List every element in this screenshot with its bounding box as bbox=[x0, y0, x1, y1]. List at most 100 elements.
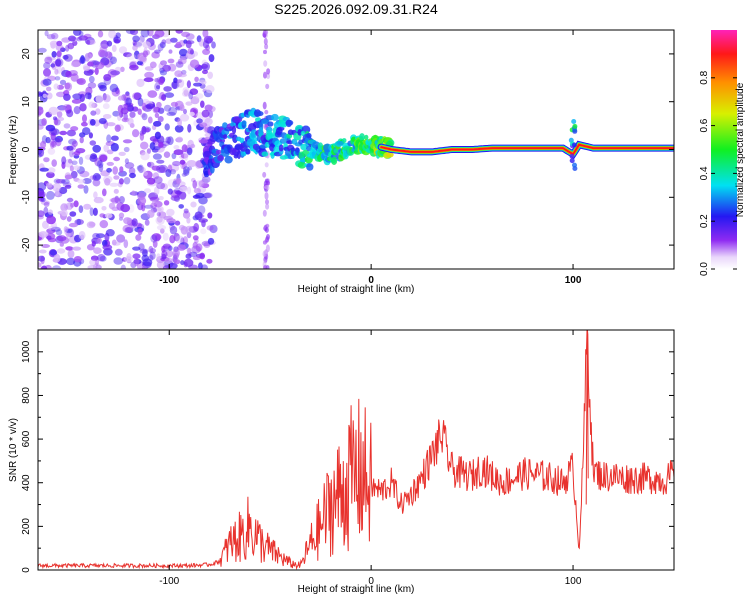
noise-blob bbox=[118, 212, 125, 219]
noise-blob bbox=[174, 70, 183, 78]
noise-blob bbox=[66, 216, 72, 222]
noise-blob bbox=[117, 95, 124, 101]
noise-blob bbox=[153, 146, 161, 151]
noise-blob bbox=[169, 37, 178, 43]
noise-blob bbox=[117, 112, 122, 121]
noise-blob bbox=[70, 202, 75, 208]
noise-blob bbox=[104, 51, 112, 59]
noise-blob bbox=[38, 124, 44, 130]
noise-blob bbox=[39, 191, 46, 198]
noise-blob bbox=[188, 91, 194, 100]
y-tick-label: 20 bbox=[21, 48, 32, 60]
noise-blob bbox=[132, 246, 141, 251]
noise-blob bbox=[154, 30, 165, 38]
noise-blob bbox=[199, 252, 205, 260]
noise-blob bbox=[95, 94, 104, 104]
noise-blob bbox=[189, 88, 199, 95]
noise-blob bbox=[123, 256, 133, 262]
noise-blob bbox=[132, 35, 140, 43]
noise-blob bbox=[108, 30, 117, 39]
y-tick-label: 0 bbox=[21, 146, 32, 152]
noise-blob bbox=[158, 141, 164, 148]
noise-blob bbox=[201, 63, 208, 69]
noise-blob bbox=[87, 61, 94, 67]
noise-blob bbox=[54, 58, 64, 67]
noise-blob bbox=[73, 165, 80, 171]
snr-frame bbox=[37, 329, 675, 571]
noise-blob bbox=[192, 194, 201, 199]
track-blob bbox=[331, 156, 338, 165]
noise-blob bbox=[147, 30, 154, 37]
noise-blob bbox=[95, 108, 101, 115]
noise-blob bbox=[194, 76, 199, 83]
noise-blob bbox=[73, 30, 82, 36]
noise-blob bbox=[55, 187, 60, 197]
noise-blob bbox=[51, 51, 57, 58]
noise-blob bbox=[106, 134, 112, 143]
noise-blob bbox=[192, 241, 198, 249]
noise-blob bbox=[50, 140, 55, 149]
x-tick-label: 0 bbox=[368, 576, 374, 587]
noise-blob bbox=[66, 257, 76, 266]
noise-blob bbox=[129, 111, 136, 118]
noise-blob bbox=[87, 265, 98, 269]
noise-blob bbox=[182, 87, 190, 94]
noise-blob bbox=[103, 144, 109, 153]
noise-blob bbox=[45, 55, 52, 63]
noise-blob bbox=[167, 188, 173, 195]
noise-blob bbox=[132, 92, 141, 100]
noise-blob bbox=[108, 202, 116, 210]
track-blob bbox=[286, 140, 294, 145]
noise-blob bbox=[156, 101, 162, 109]
noise-blob bbox=[142, 50, 149, 58]
noise-blob bbox=[148, 245, 154, 254]
noise-blob bbox=[101, 206, 107, 211]
noise-blob bbox=[47, 225, 56, 231]
noise-blob bbox=[149, 196, 160, 202]
noise-blob bbox=[73, 150, 81, 156]
track-blob bbox=[385, 151, 394, 158]
x-tick-label: -100 bbox=[159, 275, 179, 286]
noise-blob bbox=[47, 147, 56, 155]
noise-blob bbox=[161, 39, 167, 45]
noise-blob bbox=[207, 71, 213, 80]
noise-blob bbox=[92, 144, 101, 153]
track-blob bbox=[245, 148, 251, 155]
noise-blob bbox=[116, 234, 126, 243]
noise-blob bbox=[170, 101, 178, 107]
noise-blob bbox=[118, 196, 125, 204]
noise-blob bbox=[43, 62, 51, 70]
colorbar-tick-label: 0.8 bbox=[699, 70, 710, 84]
noise-blob bbox=[93, 191, 98, 199]
track-blob bbox=[267, 132, 276, 137]
noise-blob bbox=[88, 39, 96, 45]
noise-blob bbox=[129, 64, 139, 71]
noise-blob bbox=[211, 41, 216, 49]
noise-blob bbox=[94, 67, 99, 76]
noise-blob bbox=[59, 186, 68, 195]
noise-blob bbox=[94, 174, 102, 180]
noise-blob bbox=[61, 156, 67, 165]
noise-blob bbox=[40, 140, 47, 149]
noise-blob bbox=[174, 259, 181, 265]
noise-blob bbox=[46, 228, 56, 234]
noise-blob bbox=[71, 61, 81, 68]
noise-blob bbox=[123, 177, 131, 185]
noise-blob bbox=[151, 51, 160, 59]
noise-blob bbox=[38, 255, 45, 262]
noise-blob bbox=[183, 169, 190, 176]
noise-blob bbox=[175, 61, 184, 68]
track-blob bbox=[250, 129, 258, 139]
noise-blob bbox=[177, 118, 183, 127]
noise-blob bbox=[89, 259, 98, 266]
noise-blob bbox=[38, 47, 47, 53]
noise-blob bbox=[65, 246, 73, 251]
noise-blob bbox=[154, 78, 160, 83]
noise-blob bbox=[110, 197, 121, 204]
noise-blob bbox=[208, 110, 214, 119]
noise-blob bbox=[88, 132, 93, 139]
x-tick-label: -100 bbox=[159, 576, 179, 587]
noise-blob bbox=[139, 132, 145, 141]
noise-blob bbox=[71, 160, 78, 166]
noise-blob bbox=[166, 208, 175, 217]
